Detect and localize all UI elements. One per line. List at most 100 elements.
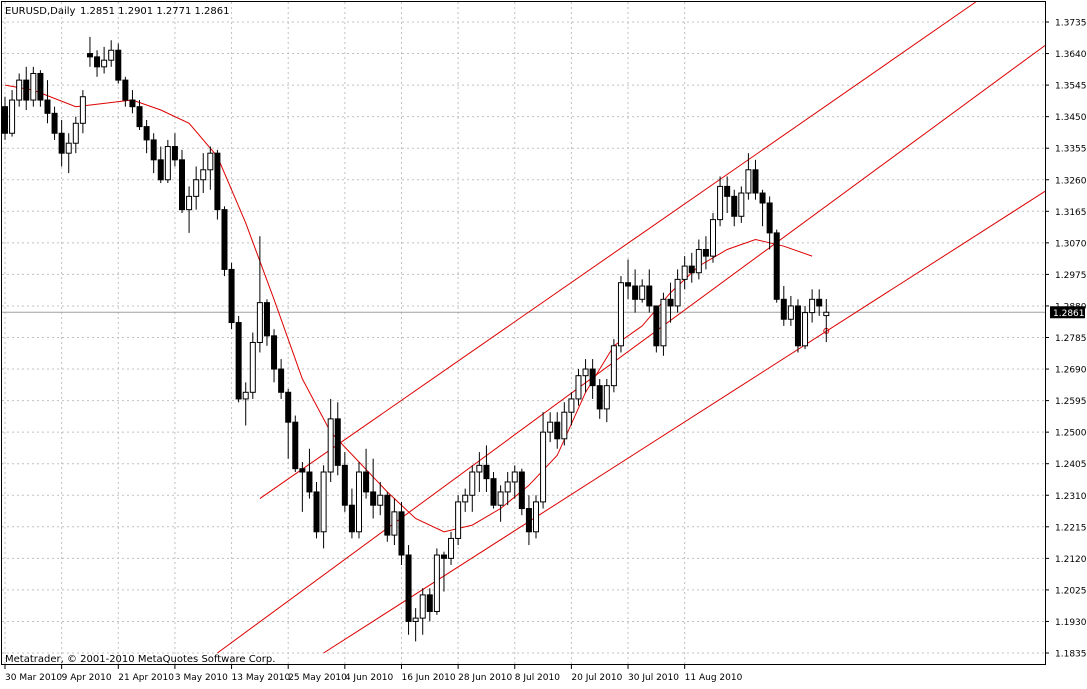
candle[interactable] <box>596 379 603 419</box>
candle[interactable] <box>504 472 511 506</box>
candle[interactable] <box>625 259 632 300</box>
candle[interactable] <box>292 415 299 473</box>
candle[interactable] <box>518 468 525 516</box>
candle[interactable] <box>235 315 242 403</box>
candle[interactable] <box>448 531 455 565</box>
candle[interactable] <box>483 445 490 492</box>
candle[interactable] <box>94 50 101 77</box>
candle[interactable] <box>660 292 667 356</box>
candle[interactable] <box>23 66 30 111</box>
price-axis[interactable]: 1.3735 1.3640 1.3545 1.3450 1.3355 1.3260 1.31… <box>1045 19 1087 660</box>
candle[interactable] <box>533 495 539 539</box>
candle[interactable] <box>575 369 582 406</box>
candle[interactable] <box>816 289 823 316</box>
candle[interactable] <box>200 153 207 194</box>
candle[interactable] <box>101 46 108 74</box>
candle[interactable] <box>780 286 787 326</box>
candle[interactable] <box>802 305 809 350</box>
candle[interactable] <box>65 133 72 174</box>
candle[interactable] <box>731 189 738 227</box>
candle[interactable] <box>540 412 547 509</box>
candle[interactable] <box>363 448 370 499</box>
candle[interactable] <box>405 545 412 635</box>
candle[interactable] <box>16 73 23 107</box>
candle[interactable] <box>129 90 136 114</box>
candle[interactable] <box>582 359 589 393</box>
candle[interactable] <box>766 196 773 250</box>
candle[interactable] <box>164 139 171 184</box>
candle[interactable] <box>228 262 235 330</box>
candle[interactable] <box>419 588 426 635</box>
candle[interactable] <box>589 359 596 399</box>
candle[interactable] <box>334 402 341 476</box>
candle[interactable] <box>476 452 483 492</box>
candle[interactable] <box>86 36 93 67</box>
candle[interactable] <box>710 212 716 263</box>
candle[interactable] <box>525 495 532 546</box>
candle[interactable] <box>186 186 193 233</box>
candle[interactable] <box>745 153 752 200</box>
candle[interactable] <box>179 149 185 213</box>
candle[interactable] <box>823 298 830 343</box>
candle[interactable] <box>299 462 306 512</box>
candle[interactable] <box>72 116 79 154</box>
candle[interactable] <box>377 481 384 516</box>
candle[interactable] <box>681 256 688 290</box>
candle[interactable] <box>207 146 214 190</box>
candle[interactable] <box>759 189 766 227</box>
candle[interactable] <box>58 119 65 167</box>
candle[interactable] <box>554 412 561 449</box>
candle[interactable] <box>249 332 256 399</box>
candle[interactable] <box>51 106 58 140</box>
candle[interactable] <box>30 66 37 107</box>
candle[interactable] <box>242 382 249 426</box>
candle[interactable] <box>667 282 674 323</box>
candles[interactable] <box>2 36 830 642</box>
candle[interactable] <box>313 481 320 539</box>
candle[interactable] <box>724 176 731 213</box>
candle[interactable] <box>143 119 150 154</box>
candle[interactable] <box>773 229 780 303</box>
channel-line-upper[interactable] <box>259 1 976 499</box>
candle[interactable] <box>263 299 270 346</box>
candle[interactable] <box>462 488 469 512</box>
candle[interactable] <box>610 339 617 393</box>
candle[interactable] <box>787 295 794 326</box>
candle[interactable] <box>702 236 709 270</box>
candle[interactable] <box>469 465 476 512</box>
candle[interactable] <box>157 146 164 184</box>
candle[interactable] <box>433 548 440 615</box>
candle[interactable] <box>320 465 327 549</box>
candle[interactable] <box>348 488 355 539</box>
candle[interactable] <box>356 462 362 539</box>
candle[interactable] <box>44 80 51 124</box>
candle[interactable] <box>398 501 405 565</box>
candle[interactable] <box>341 452 348 512</box>
candle[interactable] <box>9 90 16 137</box>
candle[interactable] <box>752 159 759 200</box>
candle[interactable] <box>490 472 497 509</box>
candle[interactable] <box>794 299 801 353</box>
candle[interactable] <box>214 149 221 220</box>
candle[interactable] <box>256 236 263 353</box>
candle[interactable] <box>440 551 447 592</box>
candle[interactable] <box>653 305 660 353</box>
candle[interactable] <box>2 96 8 140</box>
candle[interactable] <box>809 289 816 323</box>
candle[interactable] <box>674 269 681 313</box>
candle[interactable] <box>738 186 745 223</box>
candle[interactable] <box>306 448 313 499</box>
candle[interactable] <box>370 458 377 519</box>
candle[interactable] <box>617 276 624 353</box>
candle[interactable] <box>171 133 178 167</box>
candle[interactable] <box>122 76 129 107</box>
candle[interactable] <box>688 252 695 283</box>
channel-line-middle[interactable] <box>217 45 1046 654</box>
candle[interactable] <box>37 70 44 107</box>
candle[interactable] <box>547 412 554 443</box>
candle[interactable] <box>79 90 86 134</box>
candle[interactable] <box>136 100 143 130</box>
candle[interactable] <box>327 398 334 482</box>
candle[interactable] <box>108 40 115 67</box>
